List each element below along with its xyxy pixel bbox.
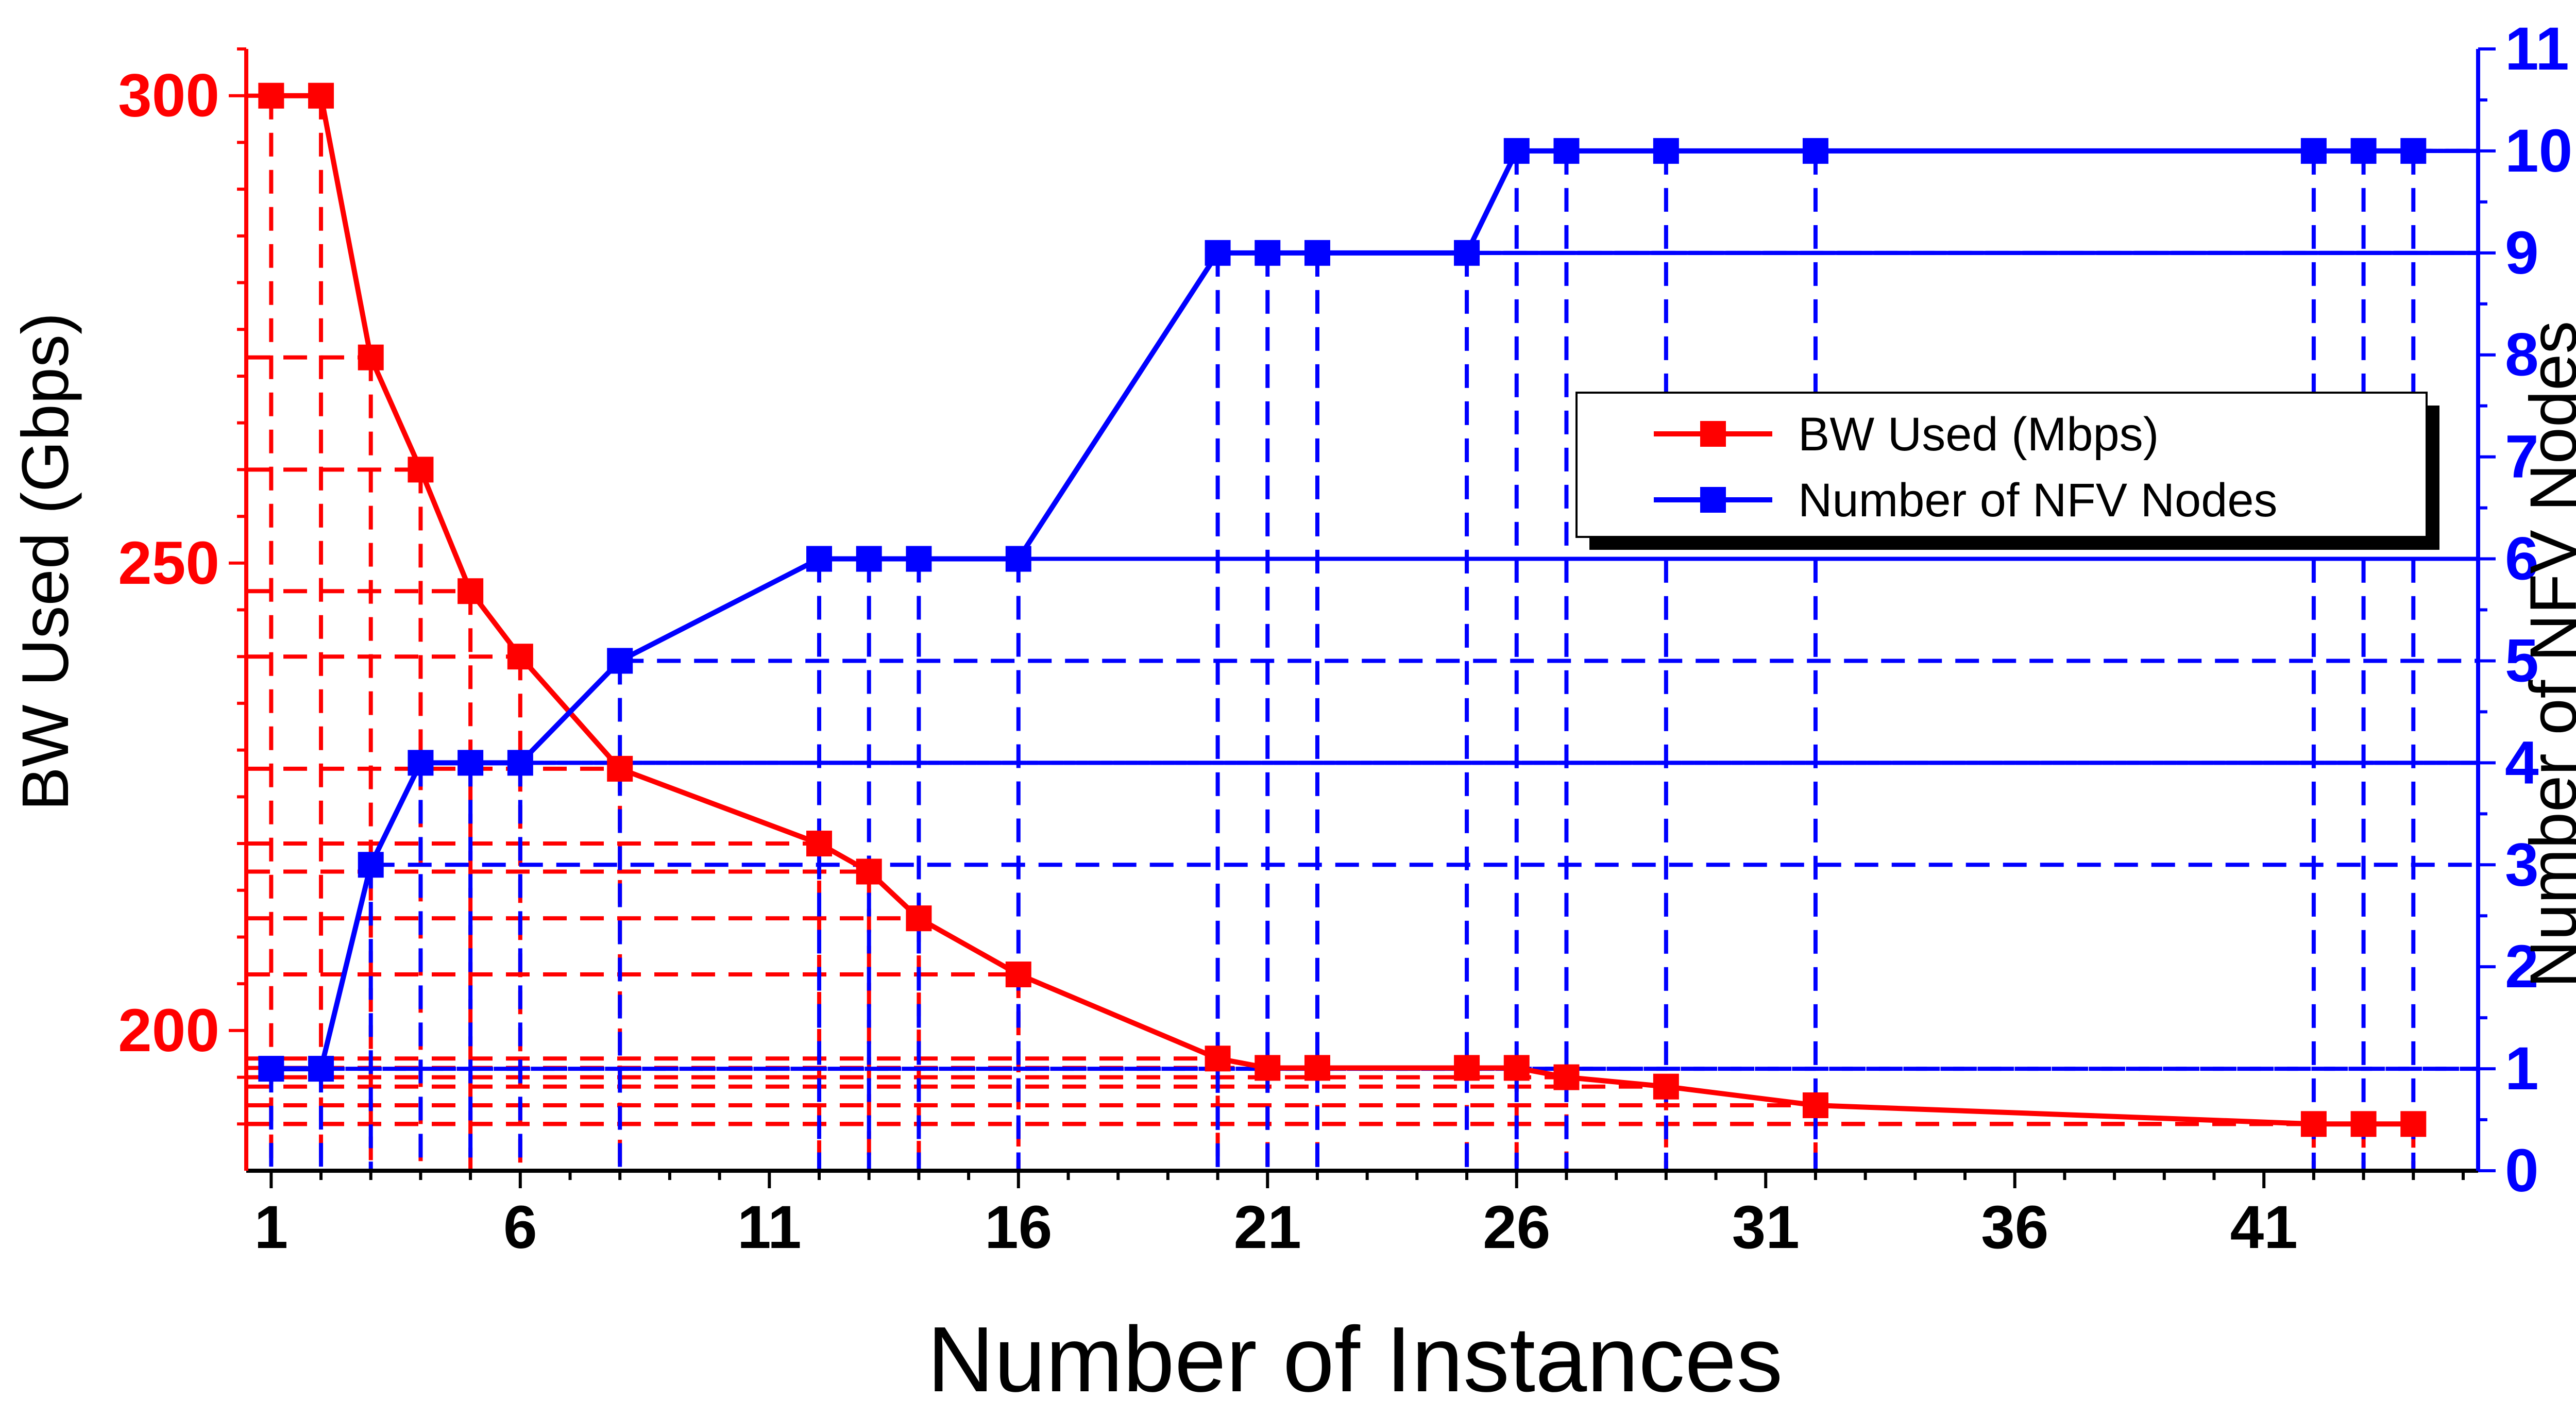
nfv-point [1304, 240, 1330, 266]
right-tick-label: 0 [2505, 1137, 2539, 1205]
right-tick-label: 1 [2505, 1035, 2539, 1103]
bw-point [358, 344, 384, 370]
bw-point [2400, 1111, 2427, 1137]
right-tick-label: 5 [2505, 627, 2539, 695]
nfv-point [1553, 138, 1580, 164]
nfv-point [1005, 546, 1031, 572]
bw-point [2300, 1111, 2327, 1137]
bw-point [1802, 1092, 1828, 1119]
x-tick-label: 41 [2230, 1193, 2298, 1261]
bw-point [1304, 1055, 1330, 1081]
bw-point [308, 82, 334, 109]
right-tick-label: 9 [2505, 219, 2539, 287]
bw-point [1454, 1055, 1480, 1081]
x-tick-label: 11 [737, 1193, 802, 1261]
nfv-point [258, 1056, 284, 1082]
right-tick-label: 8 [2505, 321, 2539, 389]
nfv-point [906, 546, 932, 572]
bw-point [1255, 1055, 1281, 1081]
legend: BW Used (Mbps) Number of NFV Nodes [1575, 392, 2439, 550]
left-axis-title: BW Used (Gbps) [9, 312, 82, 811]
right-axis-title: Number of NFV Nodes [2517, 321, 2576, 988]
x-axis-title: Number of Instances [927, 1308, 1783, 1411]
markers [258, 82, 2427, 1137]
nfv-point [1802, 138, 1828, 164]
nfv-point [2300, 138, 2327, 164]
right-tick-label: 3 [2505, 831, 2539, 899]
x-tick-label: 21 [1234, 1193, 1301, 1261]
left-tick-label: 300 [118, 62, 219, 130]
bw-point [1653, 1073, 1679, 1100]
bw-point [1205, 1046, 1231, 1072]
nfv-point [856, 546, 882, 572]
right-tick-label: 2 [2505, 933, 2539, 1001]
nfv-point [1255, 240, 1281, 266]
bw-point [457, 578, 484, 604]
legend-marker-bw [1700, 421, 1726, 447]
series-lines [271, 93, 2414, 1127]
bw-point [2350, 1111, 2377, 1137]
right-tick-label: 7 [2505, 423, 2539, 491]
bw-point [1503, 1055, 1530, 1081]
right-tick-label: 11 [2505, 15, 2569, 83]
right-tick-label: 6 [2505, 525, 2539, 593]
left-tick-label: 250 [118, 529, 219, 597]
nfv-series-line [271, 148, 2414, 1072]
bw-series-line [271, 93, 2414, 1127]
left-tick-label: 200 [118, 997, 219, 1065]
bw-point [408, 457, 434, 483]
right-tick-label: 10 [2505, 117, 2572, 185]
legend-box [1575, 392, 2428, 538]
nfv-point [358, 852, 384, 878]
nfv-point [507, 750, 533, 776]
legend-label-nfv: Number of NFV Nodes [1798, 474, 2278, 527]
axes [244, 49, 2480, 1173]
bw-point [607, 755, 633, 782]
bw-point [856, 858, 882, 885]
nfv-point [1454, 240, 1480, 266]
legend-marker-nfv [1700, 487, 1726, 513]
x-tick-label: 36 [1981, 1193, 2048, 1261]
bw-point [806, 831, 833, 857]
bw-point [1005, 962, 1031, 988]
nfv-point [457, 750, 484, 776]
drop-lines [246, 93, 2478, 1171]
x-tick-label: 26 [1483, 1193, 1550, 1261]
bw-point [507, 644, 533, 670]
x-tick-label: 6 [503, 1193, 537, 1261]
nfv-point [806, 546, 833, 572]
legend-label-bw: BW Used (Mbps) [1798, 408, 2159, 461]
bw-point [258, 82, 284, 109]
nfv-point [2400, 138, 2427, 164]
bw-point [906, 905, 932, 932]
nfv-point [1205, 240, 1231, 266]
nfv-point [308, 1056, 334, 1082]
nfv-point [2350, 138, 2377, 164]
nfv-point [408, 750, 434, 776]
x-tick-label: 16 [985, 1193, 1052, 1261]
x-tick-label: 1 [255, 1193, 289, 1261]
x-tick-label: 31 [1732, 1193, 1800, 1261]
bw-point [1553, 1064, 1580, 1090]
nfv-point [1503, 138, 1530, 164]
nfv-point [1653, 138, 1679, 164]
right-tick-label: 4 [2505, 729, 2539, 797]
nfv-point [607, 648, 633, 674]
